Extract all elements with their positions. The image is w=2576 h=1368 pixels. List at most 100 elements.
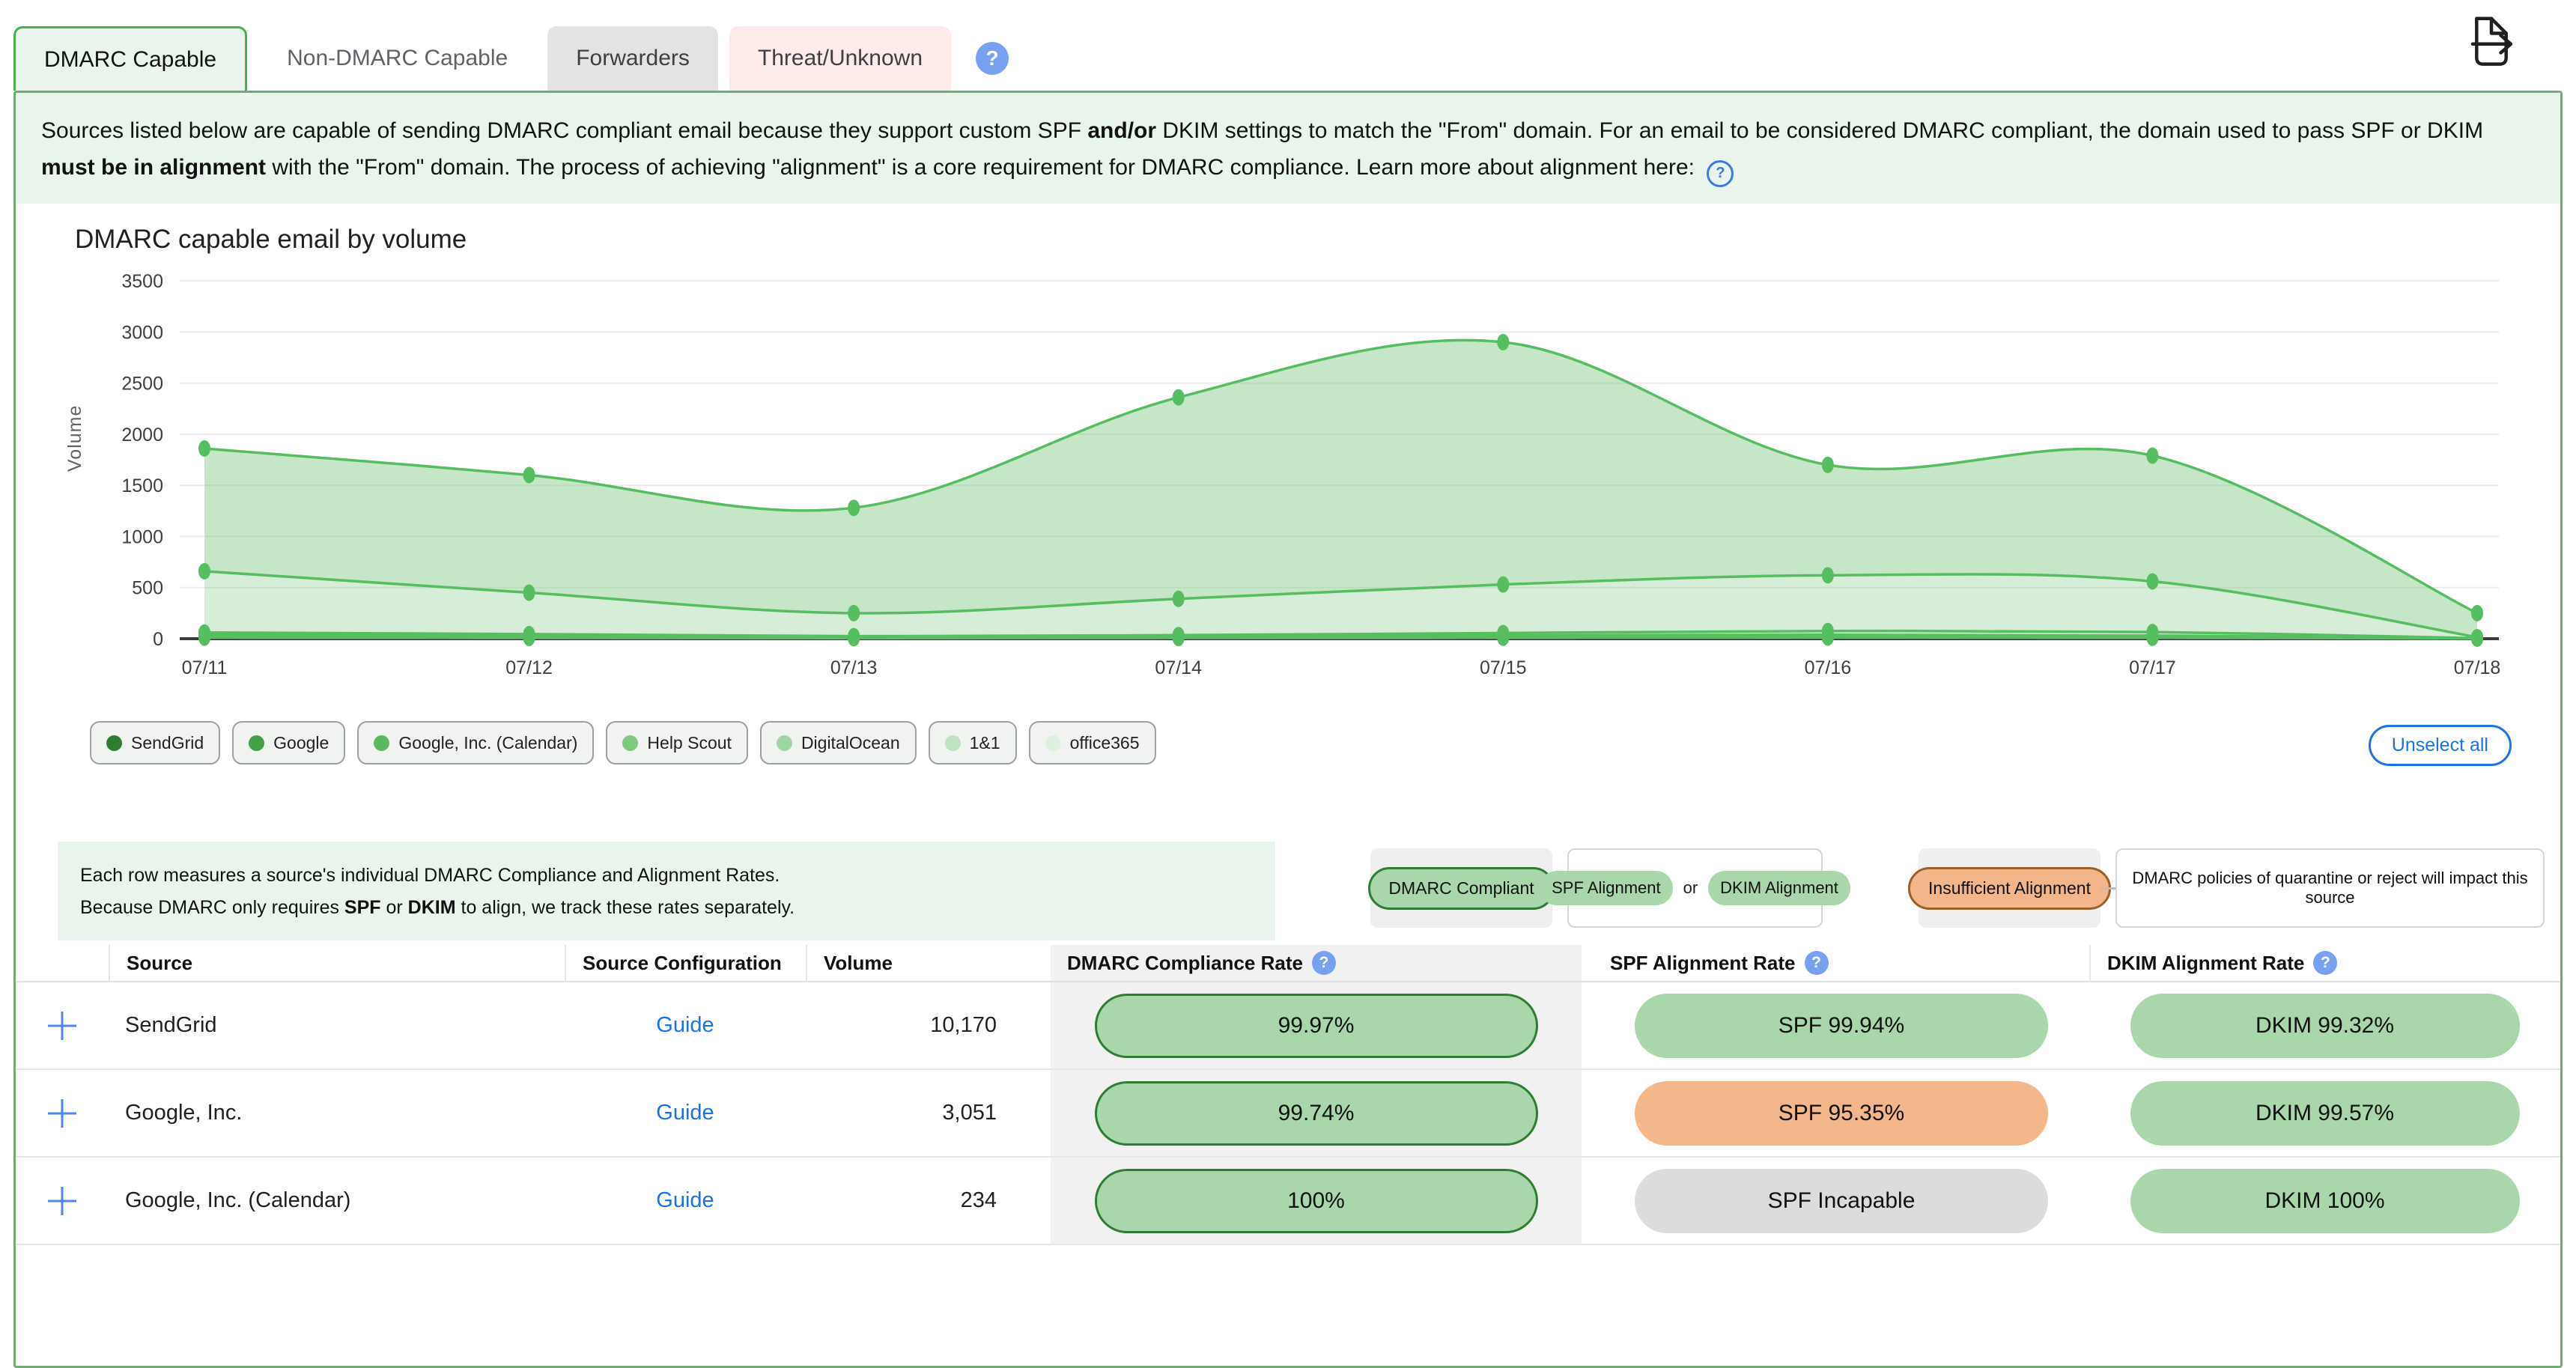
legend-card-compliant: DMARC Compliant: [1368, 848, 1555, 928]
legend-or-text: or: [1683, 878, 1698, 897]
series-color-dot: [249, 735, 265, 751]
y-tick-label: 2000: [121, 425, 163, 446]
x-tick-label: 07/18: [2454, 657, 2501, 678]
learn-more-help-icon[interactable]: ?: [1707, 159, 1734, 187]
data-point: [848, 499, 860, 517]
legend-chip[interactable]: Help Scout: [606, 721, 748, 764]
header-expand-col: [16, 945, 109, 981]
series-color-dot: [944, 735, 961, 751]
table-row: Google, Inc. Guide 3,051 99.74% SPF 95.35% DK…: [16, 1070, 2560, 1158]
header-dmarc-compliance-rate: DMARC Compliance Rate ?: [1051, 945, 1582, 981]
data-point: [2146, 629, 2159, 646]
gap-cell: [1582, 1070, 1594, 1156]
data-point: [1821, 567, 1834, 584]
source-config-cell: Guide: [565, 982, 806, 1068]
header-volume: Volume: [806, 945, 1051, 981]
tab-non-dmarc-capable[interactable]: Non-DMARC Capable: [287, 46, 508, 70]
y-tick-label: 3500: [121, 271, 163, 292]
x-tick-label: 07/16: [1805, 657, 1852, 678]
spf-cell: SPF 95.35%: [1594, 1070, 2089, 1156]
tab-threat-unknown[interactable]: Threat/Unknown: [729, 26, 952, 91]
tab-forwarders[interactable]: Forwarders: [547, 26, 718, 91]
data-point: [1172, 630, 1185, 647]
spf-cell: SPF 99.94%: [1594, 982, 2089, 1068]
legend-card-policy-note: DMARC policies of quarantine or reject w…: [2115, 848, 2545, 928]
legend-chip-label: Help Scout: [647, 732, 732, 753]
data-point: [523, 466, 535, 484]
export-icon[interactable]: [2459, 10, 2524, 75]
y-tick-label: 3000: [121, 322, 163, 343]
legend-card-alignment: SPF Alignment or DKIM Alignment: [1540, 848, 1850, 928]
data-point: [523, 584, 535, 601]
chart-title: DMARC capable email by volume: [75, 225, 467, 254]
volume-cell: 234: [806, 1158, 1051, 1244]
legend-connector: [2100, 887, 2115, 890]
guide-link[interactable]: Guide: [656, 1101, 714, 1125]
data-point: [1172, 590, 1185, 607]
y-tick-label: 1500: [121, 475, 163, 496]
description-text: Sources listed below are capable of send…: [41, 118, 2484, 180]
legend-chip-label: 1&1: [969, 732, 1000, 753]
tab-dmarc-capable[interactable]: DMARC Capable: [13, 26, 248, 91]
source-config-cell: Guide: [565, 1158, 806, 1244]
x-tick-label: 07/17: [2129, 657, 2176, 678]
volume-area-chart: 0 500 1000 1500 2000 2500 3000 3500 07/11 07/12 07…: [121, 271, 2501, 678]
area-second-series: [204, 571, 2477, 639]
data-point: [848, 630, 860, 647]
dkim-cell: DKIM 99.57%: [2089, 1070, 2560, 1156]
data-point: [2146, 573, 2159, 590]
legend-chip[interactable]: SendGrid: [90, 721, 221, 764]
legend-chip[interactable]: Google, Inc. (Calendar): [357, 721, 595, 764]
legend-chip[interactable]: Google: [232, 721, 346, 764]
table-note-line2: Because DMARC only requires SPF or DKIM …: [80, 897, 795, 918]
table-note: Each row measures a source's individual …: [58, 842, 1275, 940]
legend-chip-label: SendGrid: [131, 732, 204, 753]
expand-cell: [16, 1158, 109, 1244]
source-cell: Google, Inc. (Calendar): [109, 1158, 565, 1244]
series-color-dot: [1045, 735, 1061, 751]
series-color-dot: [374, 735, 390, 751]
y-tick-label: 2500: [121, 374, 163, 395]
panel-description: Sources listed below are capable of send…: [16, 93, 2560, 204]
dkim-rate-pill: DKIM 99.32%: [2130, 993, 2520, 1058]
legend-chip[interactable]: DigitalOcean: [759, 721, 917, 764]
legend-chip-label: Google, Inc. (Calendar): [398, 732, 578, 753]
tabs-help-icon[interactable]: ?: [976, 42, 1009, 75]
compliance-help-icon[interactable]: ?: [1311, 951, 1336, 975]
dkim-cell: DKIM 100%: [2089, 1158, 2560, 1244]
compliance-rate-pill: 100%: [1094, 1168, 1538, 1233]
spf-help-icon[interactable]: ?: [1804, 951, 1829, 975]
header-source: Source: [109, 945, 565, 981]
legend-chip-label: Google: [273, 732, 329, 753]
compliance-rate-pill: 99.97%: [1094, 993, 1538, 1058]
expand-cell: [16, 1070, 109, 1156]
gap-cell: [1582, 982, 1594, 1068]
dkim-rate-pill: DKIM 99.57%: [2130, 1080, 2520, 1146]
series-color-dot: [776, 735, 792, 751]
spf-cell: SPF Incapable: [1594, 1158, 2089, 1244]
compliance-cell: 100%: [1051, 1158, 1582, 1244]
area-band-top-series: [204, 340, 2477, 637]
x-tick-label: 07/15: [1480, 657, 1527, 678]
expand-plus-icon[interactable]: [45, 1009, 79, 1043]
data-point: [1497, 333, 1510, 350]
header-source-configuration: Source Configuration: [565, 945, 806, 981]
series-color-dot: [106, 735, 122, 751]
dkim-help-icon[interactable]: ?: [2313, 951, 2338, 975]
expand-plus-icon[interactable]: [45, 1096, 79, 1131]
guide-link[interactable]: Guide: [656, 1013, 714, 1037]
compliance-rate-pill: 99.74%: [1094, 1080, 1538, 1146]
guide-link[interactable]: Guide: [656, 1188, 714, 1212]
table-row: SendGrid Guide 10,170 99.97% SPF 99.94% DKIM …: [16, 982, 2560, 1070]
header-dkim-alignment-rate: DKIM Alignment Rate ?: [2089, 945, 2560, 981]
legend-chip[interactable]: office365: [1028, 721, 1156, 764]
legend-chip[interactable]: 1&1: [928, 721, 1017, 764]
expand-plus-icon[interactable]: [45, 1184, 79, 1218]
legend-pill-spf-alignment: SPF Alignment: [1540, 871, 1673, 905]
volume-cell: 3,051: [806, 1070, 1051, 1156]
series-legend-chips: SendGrid Google Google, Inc. (Calendar) Hel…: [90, 721, 1156, 764]
unselect-all-button[interactable]: Unselect all: [2368, 725, 2512, 766]
legend-chip-label: office365: [1069, 732, 1140, 753]
data-point: [198, 629, 210, 646]
legend-pill-insufficient-alignment: Insufficient Alignment: [1908, 866, 2111, 910]
